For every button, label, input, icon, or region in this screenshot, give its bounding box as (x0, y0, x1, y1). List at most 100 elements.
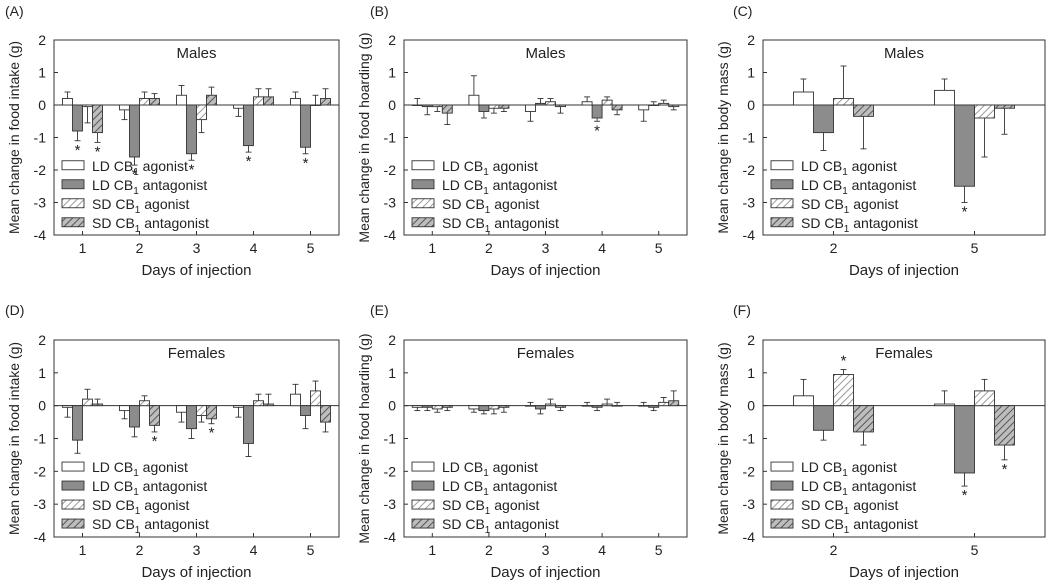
legend-label-suffix: antagonist (848, 478, 917, 494)
y-tick-label: -3 (743, 496, 756, 512)
bar (176, 94, 187, 106)
legend-label-suffix: agonist (139, 459, 188, 475)
panel-d: 2 1 0 -1 -2 -3 -4 (D) Females Days of injection Me… (5, 302, 340, 581)
legend-label-subscript: 1 (483, 167, 489, 178)
legend-swatch (61, 160, 85, 171)
legend-label-subscript: 1 (483, 487, 489, 498)
y-tick-label: 0 (747, 97, 755, 113)
bar (668, 400, 680, 407)
legend-label: LD CB1 agonist (442, 459, 538, 479)
bar (263, 96, 274, 106)
legend-label-subscript: 1 (844, 205, 850, 216)
legend-swatch (770, 198, 794, 209)
bar (813, 405, 834, 431)
legend-swatch (770, 179, 794, 190)
legend-label-prefix: SD CB (442, 196, 485, 212)
legend-label-suffix: antagonist (849, 215, 918, 231)
legend-swatch (770, 518, 794, 529)
bar (411, 405, 423, 408)
bar (82, 398, 93, 407)
legend-label-suffix: agonist (490, 196, 539, 212)
legend-label-subscript: 1 (133, 487, 139, 498)
legend-label-prefix: LD CB (801, 158, 842, 174)
legend-label-prefix: SD CB (442, 497, 485, 513)
legend-label-suffix: antagonist (848, 177, 917, 193)
y-tick-label: 1 (388, 65, 396, 81)
panel-label: (F) (733, 302, 751, 318)
bar (974, 390, 995, 407)
x-tick-label: 4 (598, 542, 606, 558)
legend-label: SD CB1 antagonist (92, 215, 209, 235)
legend-label-suffix: agonist (140, 497, 189, 513)
legend-swatch (411, 160, 435, 171)
legend-label-prefix: SD CB (92, 215, 135, 231)
significance-mark: * (303, 155, 309, 172)
y-tick-label: -1 (34, 431, 47, 447)
bar (658, 102, 670, 106)
bar (525, 405, 536, 407)
x-tick-label: 5 (307, 240, 315, 256)
panel-label: (B) (370, 3, 389, 19)
y-axis-label: Mean change in body mass (g) (715, 41, 731, 233)
bar (994, 104, 1015, 109)
legend-label-prefix: SD CB (442, 516, 485, 532)
legend-label: LD CB1 antagonist (92, 478, 207, 498)
y-tick-label: -1 (743, 431, 756, 447)
legend-swatch (411, 461, 435, 472)
y-tick-label: -2 (743, 463, 756, 479)
y-tick-label: 0 (388, 398, 396, 414)
bar (206, 405, 217, 420)
bar (62, 405, 73, 408)
legend-label-suffix: antagonist (139, 177, 208, 193)
bar (243, 104, 254, 147)
bar (545, 403, 556, 407)
y-tick-label: 2 (747, 32, 755, 48)
bar (119, 405, 130, 412)
y-axis-label: Mean change in food hoarding (g) (356, 32, 372, 242)
legend-swatch (61, 461, 85, 472)
bar (954, 405, 975, 474)
panel-title: Males (525, 45, 565, 62)
bar (253, 400, 264, 407)
significance-mark: * (1002, 461, 1008, 478)
legend-label-suffix: agonist (489, 459, 538, 475)
bar (441, 405, 453, 408)
significance-mark: * (246, 153, 252, 170)
x-tick-label: 5 (307, 542, 315, 558)
bar (601, 403, 613, 407)
legend-label-subscript: 1 (133, 468, 139, 479)
bar (310, 104, 321, 106)
bar (535, 405, 546, 410)
legend-label-prefix: LD CB (442, 478, 483, 494)
bar (186, 104, 197, 155)
bar (581, 405, 593, 407)
x-tick-label: 3 (193, 542, 201, 558)
bar (206, 94, 217, 106)
legend-swatch (770, 160, 794, 171)
bar (545, 101, 556, 106)
x-axis-label: Days of injection (141, 564, 251, 581)
bar (72, 405, 83, 441)
bar (62, 98, 73, 106)
x-axis-label: Days of injection (490, 564, 600, 581)
bar (82, 104, 93, 108)
bar (421, 405, 433, 408)
y-axis-label: Mean change in food intake (g) (6, 342, 22, 535)
legend-label: SD CB1 antagonist (801, 516, 918, 536)
panel-title: Females (168, 345, 226, 362)
legend-swatch (411, 518, 435, 529)
legend-swatch (61, 518, 85, 529)
x-tick-label: 3 (542, 240, 550, 256)
legend-swatch (770, 480, 794, 491)
legend-label: SD CB1 antagonist (801, 215, 918, 235)
legend-label-subscript: 1 (842, 487, 848, 498)
y-tick-label: -2 (743, 162, 756, 178)
legend-label: SD CB1 agonist (92, 497, 190, 517)
bar (290, 393, 301, 407)
x-tick-label: 4 (598, 240, 606, 256)
bar (441, 104, 453, 114)
bar (833, 374, 854, 407)
legend-label: SD CB1 antagonist (92, 516, 209, 536)
y-tick-label: -2 (384, 162, 397, 178)
